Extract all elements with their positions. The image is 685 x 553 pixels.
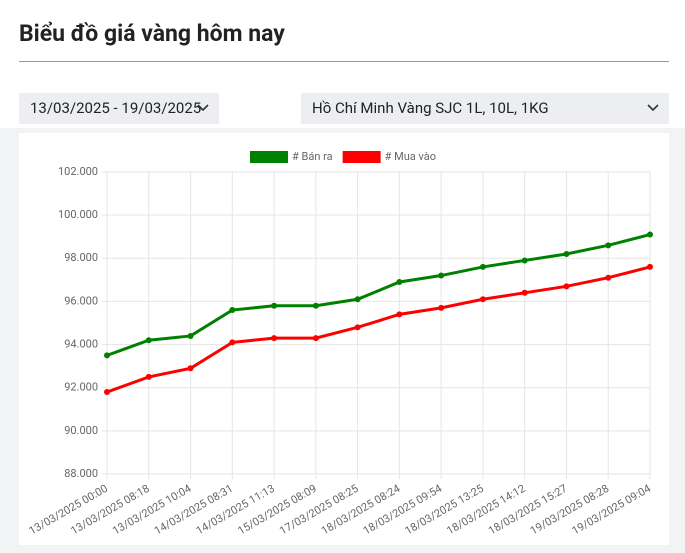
data-point — [605, 242, 612, 249]
data-point — [104, 352, 110, 359]
y-tick-label: 100.000 — [58, 208, 98, 221]
legend-label: # Bán ra — [292, 150, 333, 163]
date-range: 13/03/2025 - 19/03/2025 — [30, 99, 202, 117]
data-point — [647, 231, 653, 238]
data-point — [145, 373, 152, 380]
chart: 88.000 90.000 92.000 94.000 96.000 98.000 100.… — [19, 133, 669, 545]
y-tick-label: 102.000 — [58, 165, 98, 178]
data-point — [312, 302, 319, 309]
divider — [19, 61, 669, 62]
page-title: Biểu đồ giá vàng hôm nay — [19, 20, 285, 47]
data-point — [271, 335, 278, 342]
data-point — [396, 311, 403, 318]
data-point — [479, 263, 486, 270]
data-point — [229, 339, 236, 346]
y-tick-label: 98.000 — [64, 251, 98, 264]
data-point — [312, 335, 319, 342]
product: Hồ Chí Minh Vàng SJC 1L, 10L, 1KG — [312, 99, 549, 117]
data-point — [396, 279, 403, 286]
y-tick-label: 96.000 — [64, 294, 98, 307]
y-tick-label: 88.000 — [64, 467, 98, 480]
y-tick-label: 94.000 — [64, 337, 98, 350]
legend-label: # Mua vào — [385, 150, 436, 163]
legend-swatch — [250, 151, 288, 163]
data-point — [271, 302, 278, 309]
data-point — [563, 250, 570, 257]
y-tick-label: 92.000 — [64, 381, 98, 394]
date-dropdown[interactable]: 13/03/2025 - 19/03/2025 — [19, 93, 219, 124]
y-tick-label: 90.000 — [64, 424, 98, 437]
data-point — [187, 332, 194, 339]
chevron — [647, 104, 659, 112]
data-point — [521, 289, 528, 296]
data-point — [145, 337, 152, 344]
series-line — [106, 233, 651, 357]
data-point — [438, 304, 445, 311]
data-point — [647, 263, 653, 270]
data-point — [521, 257, 528, 264]
data-point — [354, 324, 361, 331]
data-point — [354, 296, 361, 303]
data-point — [605, 274, 612, 281]
chevron — [197, 104, 209, 112]
data-point — [438, 272, 445, 279]
data-point — [104, 389, 110, 396]
data-point — [229, 307, 236, 314]
series-line — [106, 265, 651, 394]
legend-swatch — [342, 151, 381, 163]
data-point — [187, 365, 194, 372]
product-dropdown[interactable]: Hồ Chí Minh Vàng SJC 1L, 10L, 1KG — [301, 93, 669, 124]
data-point — [479, 296, 486, 303]
data-point — [563, 283, 570, 290]
